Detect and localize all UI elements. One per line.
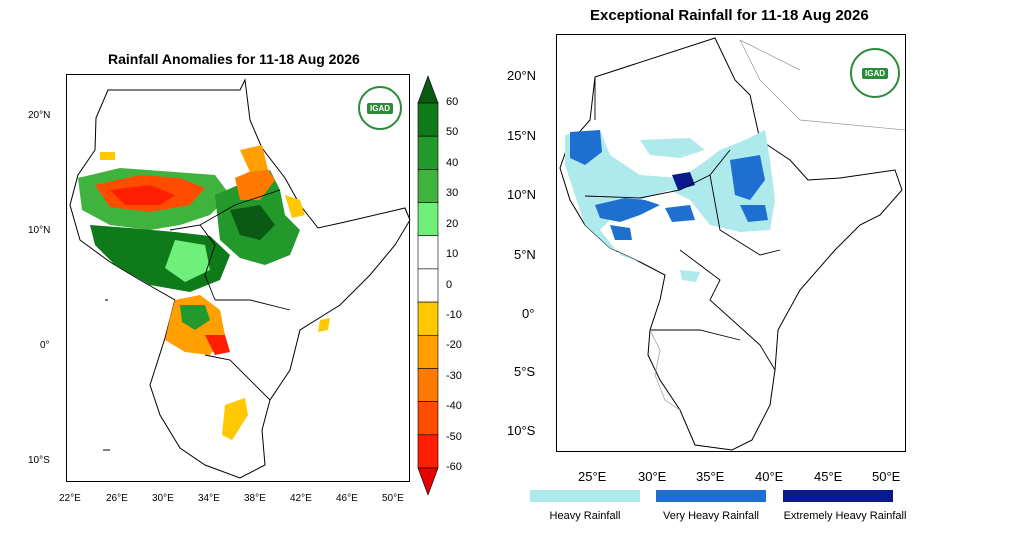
colorbar-label: -50 bbox=[446, 430, 462, 443]
right-lon-tick: 25°E bbox=[578, 469, 607, 484]
right-lon-tick: 50°E bbox=[872, 469, 901, 484]
legend-swatch-heavy bbox=[530, 490, 640, 502]
right-lon-tick: 45°E bbox=[814, 469, 843, 484]
left-lat-tick: 10°N bbox=[28, 225, 51, 236]
left-lat-tick: 0° bbox=[40, 340, 50, 351]
right-lat-tick: 5°S bbox=[514, 364, 536, 379]
left-map-title: Rainfall Anomalies for 11-18 Aug 2026 bbox=[108, 51, 360, 67]
left-lat-tick: 10°S bbox=[28, 455, 50, 466]
colorbar-label: -40 bbox=[446, 400, 462, 413]
colorbar-label: -20 bbox=[446, 339, 462, 352]
right-lat-tick: 0° bbox=[522, 306, 535, 321]
right-map-title: Exceptional Rainfall for 11-18 Aug 2026 bbox=[590, 7, 869, 24]
left-lon-tick: 38°E bbox=[244, 493, 266, 504]
legend-label-very-heavy: Very Heavy Rainfall bbox=[663, 510, 759, 522]
colorbar-label: -30 bbox=[446, 369, 462, 382]
right-region-outline bbox=[559, 37, 903, 451]
right-lat-tick: 20°N bbox=[507, 68, 537, 83]
right-lat-tick: 10°N bbox=[507, 187, 537, 202]
right-lat-tick: 15°N bbox=[507, 128, 537, 143]
colorbar-label: 20 bbox=[446, 217, 459, 230]
right-lon-tick: 35°E bbox=[696, 469, 725, 484]
right-lat-tick: 5°N bbox=[514, 247, 536, 262]
left-lon-tick: 50°E bbox=[382, 493, 404, 504]
colorbar-label: 50 bbox=[446, 126, 459, 139]
colorbar-label: 0 bbox=[446, 278, 453, 291]
right-lat-tick: 10°S bbox=[507, 423, 536, 438]
colorbar-label: 10 bbox=[446, 248, 459, 261]
left-lon-tick: 30°E bbox=[152, 493, 174, 504]
legend-swatch-extremely-heavy bbox=[783, 490, 893, 502]
igad-logo-left: IGAD bbox=[358, 86, 402, 130]
colorbar-label: -10 bbox=[446, 308, 462, 321]
left-lon-tick: 42°E bbox=[290, 493, 312, 504]
left-lon-tick: 46°E bbox=[336, 493, 358, 504]
left-lon-tick: 26°E bbox=[106, 493, 128, 504]
right-lon-tick: 30°E bbox=[638, 469, 667, 484]
igad-logo-text: IGAD bbox=[862, 67, 888, 79]
left-lat-tick: 20°N bbox=[28, 110, 51, 121]
right-lon-tick: 40°E bbox=[755, 469, 784, 484]
colorbar-label: 40 bbox=[446, 156, 459, 169]
left-lon-tick: 22°E bbox=[59, 493, 81, 504]
colorbar-label: -60 bbox=[446, 461, 462, 473]
legend-label-heavy: Heavy Rainfall bbox=[549, 510, 621, 522]
colorbar-label: 60 bbox=[446, 96, 459, 108]
left-lon-tick: 34°E bbox=[198, 493, 220, 504]
legend-label-extremely-heavy: Extremely Heavy Rainfall bbox=[783, 510, 907, 522]
legend-swatch-very-heavy bbox=[656, 490, 766, 502]
igad-logo-text: IGAD bbox=[367, 102, 393, 114]
colorbar-label: 30 bbox=[446, 187, 459, 200]
igad-logo-right: IGAD bbox=[850, 48, 900, 98]
